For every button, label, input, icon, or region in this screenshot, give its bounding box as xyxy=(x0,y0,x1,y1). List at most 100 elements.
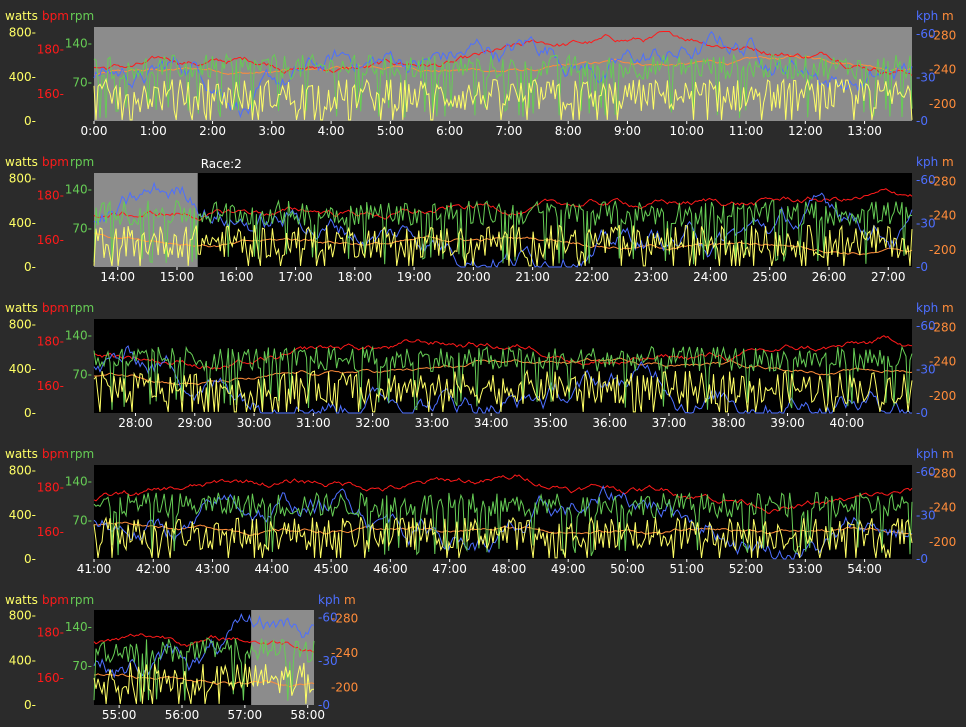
x-tick-label: 18:00 xyxy=(338,270,373,284)
bpm-series-line xyxy=(93,474,913,514)
x-tick-label: 9:00 xyxy=(614,124,641,138)
rpm-series-line xyxy=(93,52,913,119)
x-tick-label: 41:00 xyxy=(77,562,112,576)
bpm-tick-label: 160- xyxy=(37,379,64,393)
x-tick-label: 27:00 xyxy=(871,270,906,284)
x-tick-label: 3:00 xyxy=(258,124,285,138)
race-annotation: Race:2 xyxy=(201,157,242,171)
m-tick-label: -280 xyxy=(929,321,956,335)
x-tick-label: 34:00 xyxy=(474,416,509,430)
kph-tick-label: -0 xyxy=(916,114,928,128)
x-tick-label: 5:00 xyxy=(377,124,404,138)
x-tick-label: 21:00 xyxy=(515,270,550,284)
bpm-tick-label: 160- xyxy=(37,671,64,685)
watts-tick-label: 800- xyxy=(9,26,36,40)
x-tick-label: 53:00 xyxy=(788,562,823,576)
watts-axis-label: watts xyxy=(5,447,38,461)
rpm-tick-label: 70- xyxy=(72,367,92,381)
watts-tick-label: 0- xyxy=(24,260,36,274)
m-series-line xyxy=(93,521,913,536)
x-tick-label: 1:00 xyxy=(140,124,167,138)
m-tick-label: -200 xyxy=(929,97,956,111)
kph-series-line xyxy=(93,613,315,679)
x-tick-label: 24:00 xyxy=(693,270,728,284)
shaded-region xyxy=(251,610,314,705)
x-tick-label: 4:00 xyxy=(318,124,345,138)
kph-tick-label: -30 xyxy=(318,654,338,668)
rpm-axis-label: rpm xyxy=(70,9,94,23)
x-tick-label: 28:00 xyxy=(118,416,153,430)
watts-tick-label: 0- xyxy=(24,552,36,566)
watts-tick-label: 800- xyxy=(9,609,36,623)
kph-tick-label: -0 xyxy=(318,698,330,712)
m-tick-label: -240 xyxy=(929,209,956,223)
rpm-series-line xyxy=(93,345,913,411)
rpm-tick-label: 70- xyxy=(72,75,92,89)
x-tick-label: 46:00 xyxy=(373,562,408,576)
m-axis-label: m xyxy=(942,301,954,315)
x-tick-label: 30:00 xyxy=(237,416,272,430)
m-axis-label: m xyxy=(942,9,954,23)
m-tick-label: -280 xyxy=(929,467,956,481)
x-tick-label: 14:00 xyxy=(100,270,135,284)
kph-axis-label: kph xyxy=(916,9,938,23)
x-tick-label: 25:00 xyxy=(752,270,787,284)
rpm-tick-label: 140- xyxy=(65,329,92,343)
kph-tick-label: -30 xyxy=(916,217,936,231)
chart-panel-4: watts bpm rpm kph m 800- 400- 0- 180- 160- 140- 70-… xyxy=(5,447,956,576)
watts-tick-label: 800- xyxy=(9,318,36,332)
m-tick-label: -200 xyxy=(331,681,358,695)
x-tick-label: 13:00 xyxy=(847,124,882,138)
rpm-tick-label: 140- xyxy=(65,620,92,634)
rpm-axis-label: rpm xyxy=(70,447,94,461)
bpm-series-line xyxy=(93,31,913,76)
watts-tick-label: 400- xyxy=(9,653,36,667)
x-tick-label: 55:00 xyxy=(102,708,137,722)
x-tick-label: 49:00 xyxy=(551,562,586,576)
rpm-series-line xyxy=(93,199,913,265)
m-tick-label: -200 xyxy=(929,389,956,403)
x-tick-label: 58:00 xyxy=(290,708,325,722)
bpm-tick-label: 160- xyxy=(37,87,64,101)
chart-panel-5: watts bpm rpm kph m 800- 400- 0- 180- 160- 140- 70-… xyxy=(5,593,358,722)
rpm-tick-label: 70- xyxy=(72,659,92,673)
m-tick-label: -240 xyxy=(929,63,956,77)
chart-panel-1: watts bpm rpm kph m 800- 400- 0- 180- 160- 140- 70-… xyxy=(5,9,956,138)
watts-tick-label: 0- xyxy=(24,406,36,420)
bpm-tick-label: 160- xyxy=(37,233,64,247)
x-tick-label: 8:00 xyxy=(555,124,582,138)
rpm-axis-label: rpm xyxy=(70,593,94,607)
x-tick-label: 7:00 xyxy=(495,124,522,138)
rpm-axis-label: rpm xyxy=(70,155,94,169)
x-tick-label: 51:00 xyxy=(669,562,704,576)
kph-tick-label: -60 xyxy=(916,465,936,479)
x-tick-label: 33:00 xyxy=(415,416,450,430)
x-tick-label: 17:00 xyxy=(278,270,313,284)
bpm-tick-label: 180- xyxy=(37,480,64,494)
bpm-tick-label: 160- xyxy=(37,525,64,539)
x-tick-label: 32:00 xyxy=(355,416,390,430)
kph-tick-label: -0 xyxy=(916,552,928,566)
m-tick-label: -240 xyxy=(331,646,358,660)
m-axis-label: m xyxy=(344,593,356,607)
x-tick-label: 15:00 xyxy=(160,270,195,284)
watts-series-line xyxy=(93,224,913,267)
x-tick-label: 57:00 xyxy=(228,708,263,722)
kph-tick-label: -60 xyxy=(318,610,338,624)
kph-tick-label: -30 xyxy=(916,509,936,523)
x-tick-label: 22:00 xyxy=(575,270,610,284)
watts-tick-label: 400- xyxy=(9,508,36,522)
x-tick-label: 47:00 xyxy=(432,562,467,576)
x-tick-label: 10:00 xyxy=(669,124,704,138)
x-tick-label: 40:00 xyxy=(830,416,865,430)
watts-series-line xyxy=(93,369,913,413)
rpm-tick-label: 70- xyxy=(72,221,92,235)
m-tick-label: -240 xyxy=(929,501,956,515)
watts-tick-label: 0- xyxy=(24,698,36,712)
bpm-tick-label: 180- xyxy=(37,42,64,56)
watts-tick-label: 800- xyxy=(9,172,36,186)
x-tick-label: 12:00 xyxy=(788,124,823,138)
watts-tick-label: 0- xyxy=(24,114,36,128)
bpm-tick-label: 180- xyxy=(37,626,64,640)
